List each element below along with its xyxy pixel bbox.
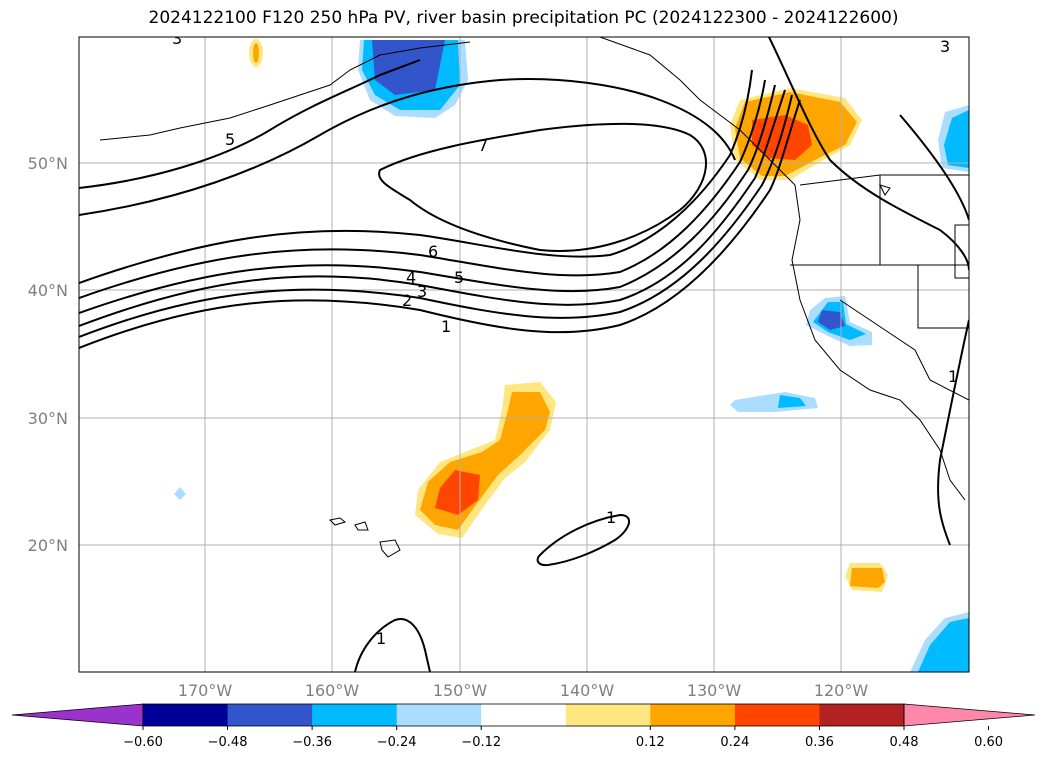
precipitation-shading — [174, 39, 969, 672]
lon-label: 150°W — [433, 681, 488, 700]
pv-contour-east-3 — [937, 319, 969, 546]
lat-label: 50°N — [28, 154, 68, 173]
pv-contour-1-bottom — [354, 618, 431, 672]
pv-contour-7-closed — [378, 122, 707, 252]
colorbar-segment — [565, 704, 651, 726]
pv-contour-1-closed-south — [536, 513, 630, 567]
contour-label: 3 — [172, 29, 182, 48]
map-title: 2024122100 F120 250 hPa PV, river basin … — [148, 8, 899, 28]
longitude-labels: 170°W 160°W 150°W 140°W 130°W 120°W — [178, 681, 869, 700]
colorbar-segment — [312, 704, 398, 726]
colorbar-tick-label: −0.60 — [123, 735, 163, 750]
lon-label: 120°W — [814, 681, 869, 700]
lon-label: 160°W — [305, 681, 360, 700]
shade-negative-small-diamond — [174, 487, 186, 500]
colorbar-tick-label: −0.48 — [208, 735, 248, 750]
pv-contour-east-2 — [899, 114, 969, 221]
pv-contour-4 — [79, 84, 776, 314]
contour-label: 1 — [948, 367, 958, 386]
colorbar-tick-label: 0.60 — [974, 735, 1003, 750]
colorbar-tick-label: −0.24 — [377, 735, 417, 750]
map-plot-area: 3 5 7 6 5 4 3 2 1 1 1 3 1 — [78, 29, 970, 673]
pv-contour-2 — [79, 94, 793, 338]
shade-negative-central-strip — [730, 392, 818, 412]
pv-contours — [79, 37, 969, 672]
lat-label: 40°N — [28, 281, 68, 300]
colorbar-tick-label: −0.12 — [461, 735, 501, 750]
colorbar-tick-label: 0.48 — [890, 735, 919, 750]
colorbar-segment — [819, 704, 905, 726]
contour-label: 1 — [376, 629, 386, 648]
contour-label: 1 — [441, 317, 451, 336]
colorbar-tick-label: 0.36 — [805, 735, 834, 750]
contour-label: 7 — [478, 136, 488, 155]
contour-label: 6 — [428, 242, 438, 261]
colorbar-segment — [396, 704, 482, 726]
contour-label: 5 — [454, 268, 464, 287]
contour-label: 2 — [402, 291, 412, 310]
latitude-labels: 50°N 40°N 30°N 20°N — [28, 154, 68, 555]
contour-label: 4 — [406, 268, 416, 287]
colorbar-tick-label: 0.12 — [636, 735, 665, 750]
colorbar-ticks: −0.60 −0.48 −0.36 −0.24 −0.12 0.12 0.24 0.36 0.4… — [123, 726, 1003, 750]
colorbar-segment — [650, 704, 736, 726]
lon-label: 140°W — [560, 681, 615, 700]
pv-contour-1 — [79, 99, 801, 349]
colorbar-tick-label: 0.24 — [720, 735, 749, 750]
colorbar-segment — [481, 704, 567, 726]
colorbar-segment — [227, 704, 313, 726]
pv-contour-5-north — [79, 59, 421, 189]
lon-label: 130°W — [687, 681, 742, 700]
contour-label: 1 — [606, 508, 616, 527]
lon-label: 170°W — [178, 681, 233, 700]
contour-label: 3 — [417, 282, 427, 301]
contour-label: 3 — [940, 37, 950, 56]
colorbar-tick-label: −0.36 — [292, 735, 332, 750]
pv-contour-7-west — [79, 78, 736, 216]
colorbar-segments — [11, 703, 1036, 727]
shade-negative-gulf-alaska-core — [372, 40, 445, 95]
colorbar-segment — [734, 704, 820, 726]
contour-label: 5 — [225, 130, 235, 149]
colorbar: −0.60 −0.48 −0.36 −0.24 −0.12 0.12 0.24 0.36 0.4… — [11, 703, 1036, 750]
colorbar-segment — [143, 704, 229, 726]
colorbar-extend-high — [903, 703, 1036, 727]
lat-label: 20°N — [28, 536, 68, 555]
pv-contour-3 — [79, 89, 786, 327]
colorbar-extend-low — [11, 703, 144, 727]
contour-label-group: 3 5 7 6 5 4 3 2 1 1 1 3 1 — [172, 29, 958, 648]
graticule — [79, 37, 969, 672]
pv-contour-east-1 — [768, 37, 969, 271]
pv-contour-5 — [79, 79, 766, 299]
lat-label: 30°N — [28, 409, 68, 428]
